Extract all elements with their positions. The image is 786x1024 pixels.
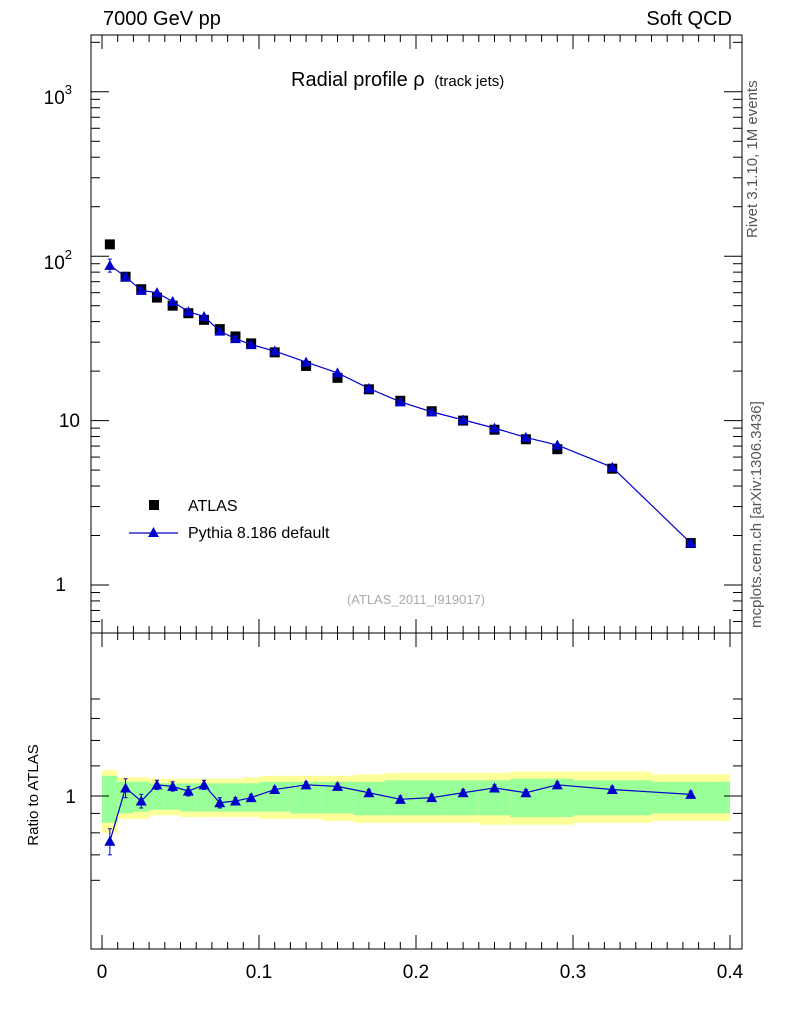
ratio-point — [520, 787, 532, 798]
atlas-point — [104, 239, 115, 250]
atlas-point — [151, 292, 162, 303]
pythia-point — [198, 310, 210, 321]
ratio-point — [135, 795, 147, 806]
ratio-line — [109, 784, 691, 842]
ratio-plot-marks — [104, 778, 697, 856]
inner-band-bin — [353, 781, 385, 816]
pythia-point — [229, 333, 241, 344]
legend-pythia-marker — [148, 527, 159, 537]
pythia-point — [394, 396, 406, 407]
ratio-point — [363, 787, 375, 798]
ratio-point — [685, 788, 697, 799]
ratio-point — [551, 779, 563, 790]
inner-band-bin — [510, 778, 542, 818]
pythia-point — [151, 287, 163, 298]
pythia-point — [245, 339, 257, 350]
ratio-point — [426, 792, 438, 803]
ratio-point — [606, 784, 618, 795]
ratio-point — [332, 780, 343, 791]
legend-atlas-marker — [149, 500, 159, 510]
ratio-plot-ticks — [91, 633, 742, 949]
atlas-point — [332, 372, 343, 383]
pythia-point — [135, 284, 147, 295]
main-plot-frame — [90, 34, 743, 634]
ratio-point — [198, 779, 210, 790]
chart-title-main: Radial profile ρ — [291, 69, 425, 91]
x-tick-label-0: 0 — [97, 962, 108, 983]
pythia-point — [520, 431, 532, 442]
ratio-point — [300, 779, 312, 790]
pythia-point — [363, 382, 375, 393]
ratio-uncertainty-bands — [102, 770, 730, 833]
main-plot-marks — [104, 239, 697, 549]
ratio-point — [489, 782, 500, 793]
inner-band-bin — [149, 783, 165, 810]
ratio-y-tick-label-1: 1 — [65, 787, 76, 808]
main-plot-ticks — [91, 35, 742, 633]
ratio-point — [151, 779, 163, 790]
x-tick-label-0.2: 0.2 — [403, 962, 429, 983]
pythia-point — [332, 367, 343, 378]
inner-band-bin — [196, 783, 212, 812]
pythia-point — [104, 259, 116, 270]
pythia-point — [182, 306, 194, 317]
legend-pythia-label: Pythia 8.186 default — [188, 525, 330, 542]
pythia-point — [606, 461, 618, 472]
ratio-point — [245, 792, 257, 803]
header-left: 7000 GeV pp — [103, 8, 221, 30]
chart-title: Radial profile ρ (track jets) — [291, 69, 504, 91]
ratio-point — [269, 784, 281, 795]
ratio-point — [229, 795, 241, 806]
inner-band-bin — [447, 780, 479, 816]
ratio-point — [457, 787, 469, 798]
ratio-point — [394, 793, 406, 804]
ratio-point — [214, 797, 226, 808]
pythia-line — [109, 264, 692, 544]
y-tick-label-100: 102 — [44, 247, 72, 274]
pythia-point — [167, 296, 179, 307]
pythia-point — [551, 439, 563, 450]
pythia-point — [214, 325, 226, 336]
header-right: Soft QCD — [646, 8, 732, 30]
analysis-watermark: (ATLAS_2011_I919017) — [347, 592, 485, 607]
ratio-point — [120, 782, 132, 793]
pythia-point — [269, 345, 281, 356]
x-tick-label-0.1: 0.1 — [246, 962, 272, 983]
chart-title-suffix: (track jets) — [434, 73, 504, 90]
x-tick-label-0.4: 0.4 — [717, 962, 744, 983]
y-tick-label-10: 10 — [59, 411, 80, 432]
pythia-point — [489, 422, 500, 433]
pythia-point — [685, 537, 697, 548]
x-tick-label-0.3: 0.3 — [560, 962, 586, 983]
pythia-point — [457, 414, 469, 425]
ratio-point — [167, 780, 179, 791]
inner-band-bin — [102, 775, 118, 823]
y-tick-label-1: 1 — [55, 575, 66, 596]
ratio-point — [182, 785, 194, 796]
pythia-point — [426, 406, 438, 417]
legend-atlas-label: ATLAS — [188, 498, 238, 515]
y-tick-label-1000: 103 — [44, 82, 72, 109]
pythia-point — [300, 356, 312, 367]
ratio-y-axis-label: Ratio to ATLAS — [25, 744, 42, 845]
pythia-point — [120, 271, 132, 282]
ratio-point — [104, 835, 116, 846]
